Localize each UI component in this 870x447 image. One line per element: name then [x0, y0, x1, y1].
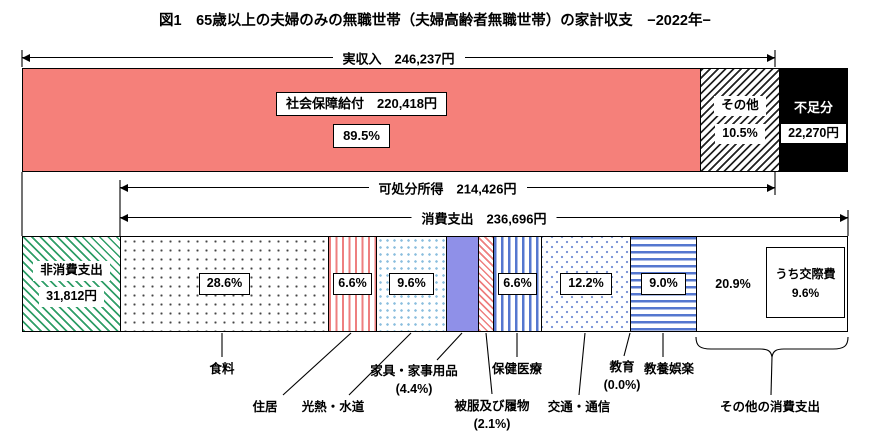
chart-title: 図1 65歳以上の夫婦のみの無職世帯（夫婦高齢者無職世帯）の家計収支 −2022… [159, 13, 711, 29]
label-recreation: 教養娯楽 [643, 362, 695, 376]
income-other-labels: その他 10.5% [701, 69, 779, 171]
segment-housing: 6.6% [329, 237, 377, 331]
disposable-income-arrow: 可処分所得 214,426円 [120, 177, 775, 199]
segment-transport: 12.2% [542, 237, 631, 331]
segment-clothing [479, 237, 494, 331]
leader-line-furniture [436, 332, 463, 361]
label-utilities: 光熱・水道 [301, 400, 365, 414]
income-bar: 社会保障給付 220,418円 89.5% その他 10.5% 不足分 22,2… [22, 68, 848, 172]
leader-line-transport [578, 332, 586, 396]
label-health: 保健医療 [491, 362, 543, 376]
recreation-pct: 9.0% [641, 273, 686, 295]
consumption-label: 消費支出 236,696円 [411, 207, 557, 229]
label-food: 食料 [209, 362, 235, 376]
real-income-label: 実収入 246,237円 [332, 47, 465, 69]
label-clothing: 被服及び履物 (2.1%) [454, 399, 530, 432]
social-expenses-pct: 9.6% [791, 286, 820, 300]
non-consumption-labels: 非消費支出 31,812円 [23, 237, 120, 331]
segment-recreation: 9.0% [631, 237, 697, 331]
segment-non-consumption: 非消費支出 31,812円 [23, 237, 121, 331]
leader-line-housing [282, 332, 352, 396]
segment-health: 6.6% [494, 237, 542, 331]
label-housing: 住居 [252, 400, 278, 414]
label-other-consumption: その他の消費支出 [719, 400, 821, 414]
brace-other-consumption [695, 336, 849, 358]
health-pct: 6.6% [498, 273, 537, 295]
segment-food: 28.6% [121, 237, 329, 331]
housing-pct: 6.6% [333, 273, 372, 295]
real-income-arrow: 実収入 246,237円 [22, 47, 775, 69]
social-security-labels: 社会保障給付 220,418円 89.5% [23, 69, 700, 171]
utilities-pct: 9.6% [389, 273, 434, 295]
social-expenses-label: うち交際費 [775, 267, 836, 281]
deficit-value: 22,270円 [781, 123, 846, 144]
deficit-labels: 不足分 22,270円 [780, 69, 847, 171]
deficit-label: 不足分 [793, 99, 833, 115]
non-consumption-value: 31,812円 [39, 287, 104, 307]
leader-line-education [623, 332, 631, 357]
label-transport: 交通・通信 [547, 400, 611, 414]
segment-utilities: 9.6% [377, 237, 447, 331]
income-other-label: その他 [714, 96, 766, 116]
other-consumption-pct: 20.9% [715, 277, 751, 291]
transport-pct: 12.2% [560, 273, 612, 295]
social-expenses-box: うち交際費 9.6% [766, 247, 845, 318]
segment-income-other: その他 10.5% [701, 69, 780, 171]
segment-other-consumption: 20.9% うち交際費 9.6% [697, 237, 847, 331]
expense-bar: 非消費支出 31,812円 28.6% 6.6% 9.6% 6.6% 12.2%… [22, 236, 848, 332]
consumption-arrow: 消費支出 236,696円 [120, 207, 848, 229]
segment-furniture [447, 237, 479, 331]
social-security-pct: 89.5% [333, 124, 390, 149]
label-education: 教育 (0.0%) [603, 360, 641, 393]
disposable-income-label: 可処分所得 214,426円 [368, 177, 527, 199]
segment-social-security: 社会保障給付 220,418円 89.5% [23, 69, 701, 171]
social-security-label: 社会保障給付 220,418円 [276, 91, 447, 116]
income-other-pct: 10.5% [715, 124, 765, 144]
food-pct: 28.6% [198, 273, 251, 295]
leader-line-other-consumption [770, 356, 773, 396]
non-consumption-label: 非消費支出 [33, 261, 110, 281]
label-furniture: 家具・家事用品 (4.4%) [370, 364, 458, 397]
segment-deficit: 不足分 22,270円 [780, 69, 847, 171]
